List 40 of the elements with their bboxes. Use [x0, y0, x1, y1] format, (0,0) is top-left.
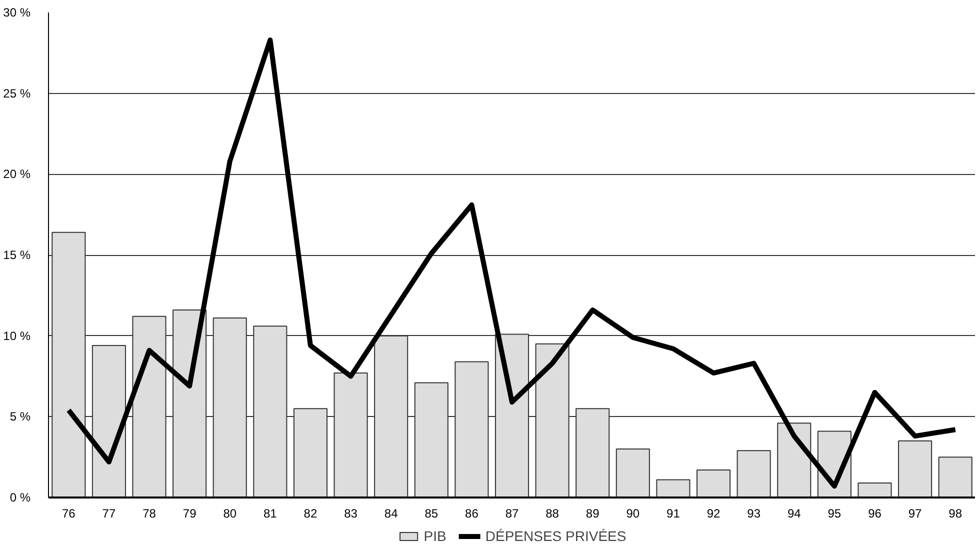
x-tick-label: 90 — [626, 506, 640, 520]
x-tick-label: 78 — [142, 506, 156, 520]
x-tick-label: 79 — [182, 506, 197, 520]
x-tick-label: 88 — [546, 506, 560, 520]
y-tick-label: 20 % — [3, 167, 31, 182]
bar — [898, 440, 932, 498]
x-tick-label: 86 — [465, 506, 479, 520]
y-tick-label: 5 % — [10, 410, 31, 424]
legend-label: PIB — [424, 528, 446, 544]
bar — [736, 450, 771, 498]
x-tick-label: 89 — [586, 506, 600, 520]
bar — [656, 479, 690, 498]
x-tick-label: 83 — [344, 506, 358, 520]
x-tick-label: 84 — [384, 506, 398, 520]
x-tick-label: 77 — [102, 506, 116, 520]
bar — [938, 456, 972, 498]
x-tick-label: 91 — [666, 506, 680, 520]
y-tick-label: 10 % — [3, 328, 31, 343]
legend-label: DÉPENSES PRIVÉES — [485, 528, 626, 544]
y-tick-label: 0 % — [10, 490, 31, 504]
x-tick-label: 97 — [908, 506, 922, 520]
x-tick-label: 98 — [948, 506, 962, 520]
bar — [777, 422, 812, 498]
bar — [858, 482, 892, 498]
y-tick-label: 30 % — [3, 6, 31, 20]
bar — [616, 448, 650, 498]
x-tick-label: 76 — [62, 506, 76, 520]
x-tick-label: 82 — [304, 506, 318, 520]
x-tick-label: 94 — [787, 506, 802, 520]
x-tick-label: 80 — [223, 506, 237, 520]
x-tick-label: 93 — [747, 506, 761, 520]
x-tick-label: 87 — [505, 506, 519, 520]
x-tick-label: 85 — [424, 506, 438, 520]
bar — [696, 470, 731, 498]
x-tick-label: 92 — [706, 506, 721, 520]
x-tick-label: 81 — [264, 506, 278, 520]
x-tick-label: 95 — [828, 506, 842, 520]
y-tick-label: 25 % — [3, 86, 31, 100]
y-tick-label: 15 % — [3, 248, 31, 262]
x-tick-label: 96 — [868, 506, 882, 520]
